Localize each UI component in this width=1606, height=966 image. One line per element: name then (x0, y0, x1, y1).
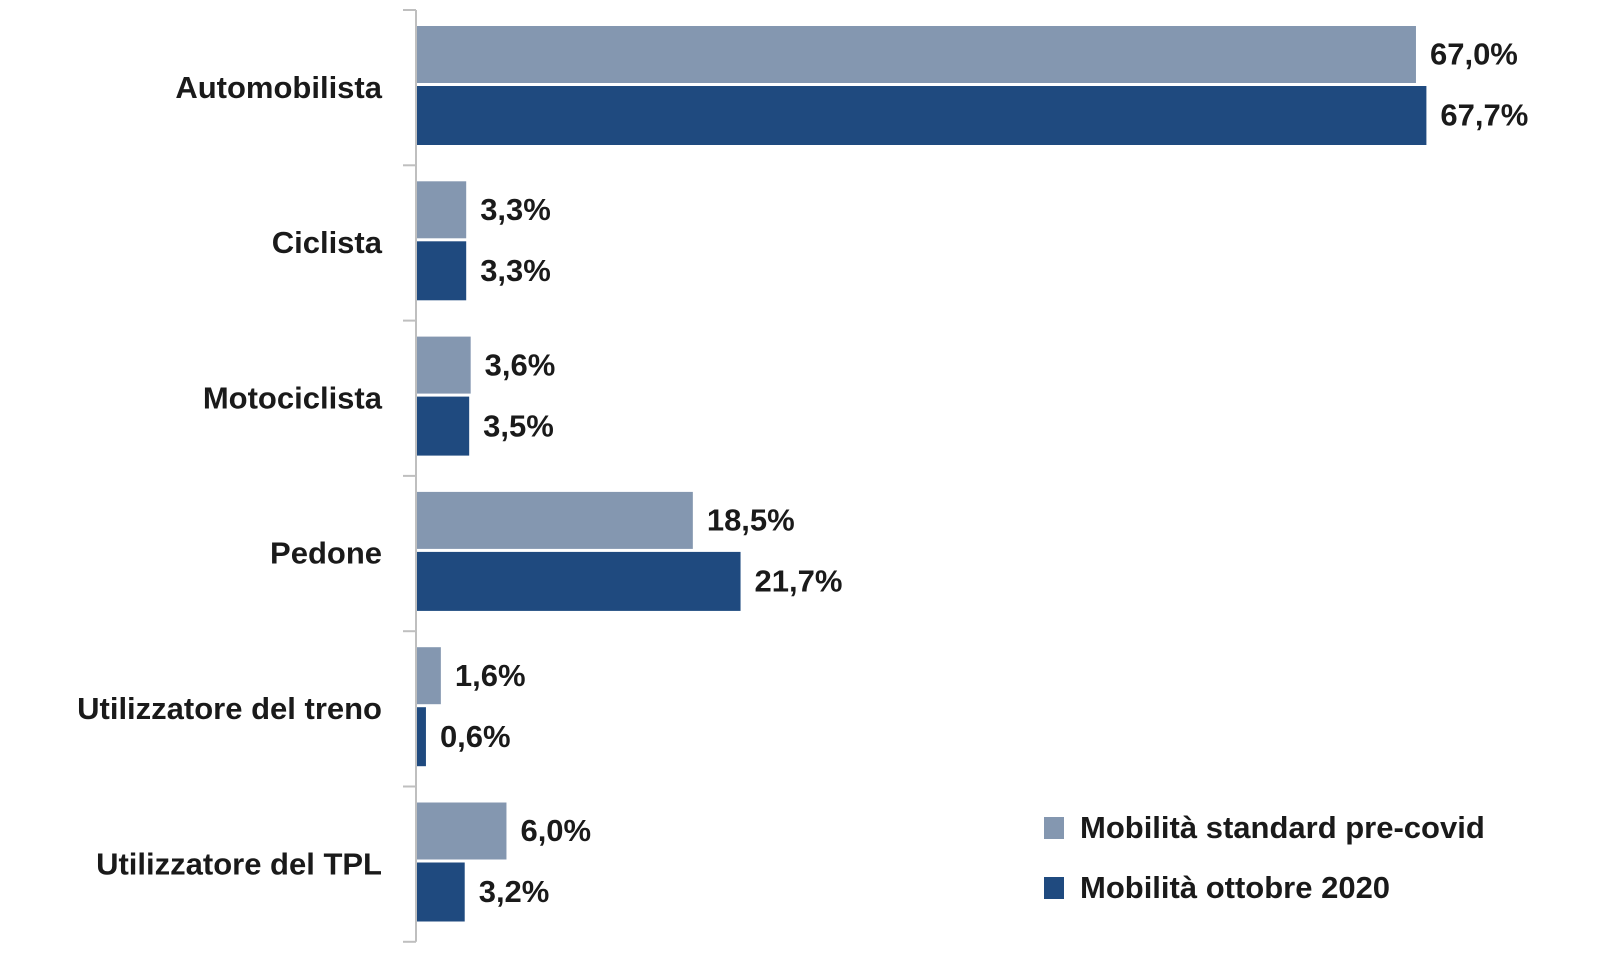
bar (417, 862, 465, 922)
legend-label: Mobilità ottobre 2020 (1080, 870, 1390, 905)
bar (417, 336, 471, 394)
value-label: 1,6% (455, 658, 526, 693)
bar (417, 396, 470, 456)
bar (417, 707, 426, 767)
legend-label: Mobilità standard pre-covid (1080, 810, 1485, 845)
legend-swatch (1044, 877, 1064, 899)
value-label: 67,0% (1430, 37, 1518, 72)
value-label: 3,3% (480, 253, 551, 288)
bar (417, 26, 1416, 83)
category-label: Ciclista (272, 225, 383, 260)
bar (417, 802, 507, 860)
category-label: Motociclista (203, 380, 383, 415)
bar (417, 551, 741, 611)
bar (417, 647, 441, 705)
value-label: 21,7% (755, 564, 843, 599)
category-label: Automobilista (175, 70, 382, 105)
category-label: Utilizzatore del TPL (96, 846, 382, 881)
bar (417, 491, 693, 549)
value-label: 3,2% (479, 874, 550, 909)
category-label: Pedone (270, 536, 382, 571)
bar (417, 241, 467, 301)
value-label: 3,3% (480, 192, 551, 227)
value-label: 6,0% (520, 813, 591, 848)
category-label: Utilizzatore del treno (77, 691, 382, 726)
value-label: 0,6% (440, 719, 511, 754)
bar (417, 86, 1427, 145)
value-label: 18,5% (707, 503, 795, 538)
bar (417, 181, 467, 239)
value-label: 67,7% (1440, 98, 1528, 133)
legend-swatch (1044, 817, 1064, 839)
value-label: 3,5% (483, 408, 554, 443)
value-label: 3,6% (485, 347, 556, 382)
